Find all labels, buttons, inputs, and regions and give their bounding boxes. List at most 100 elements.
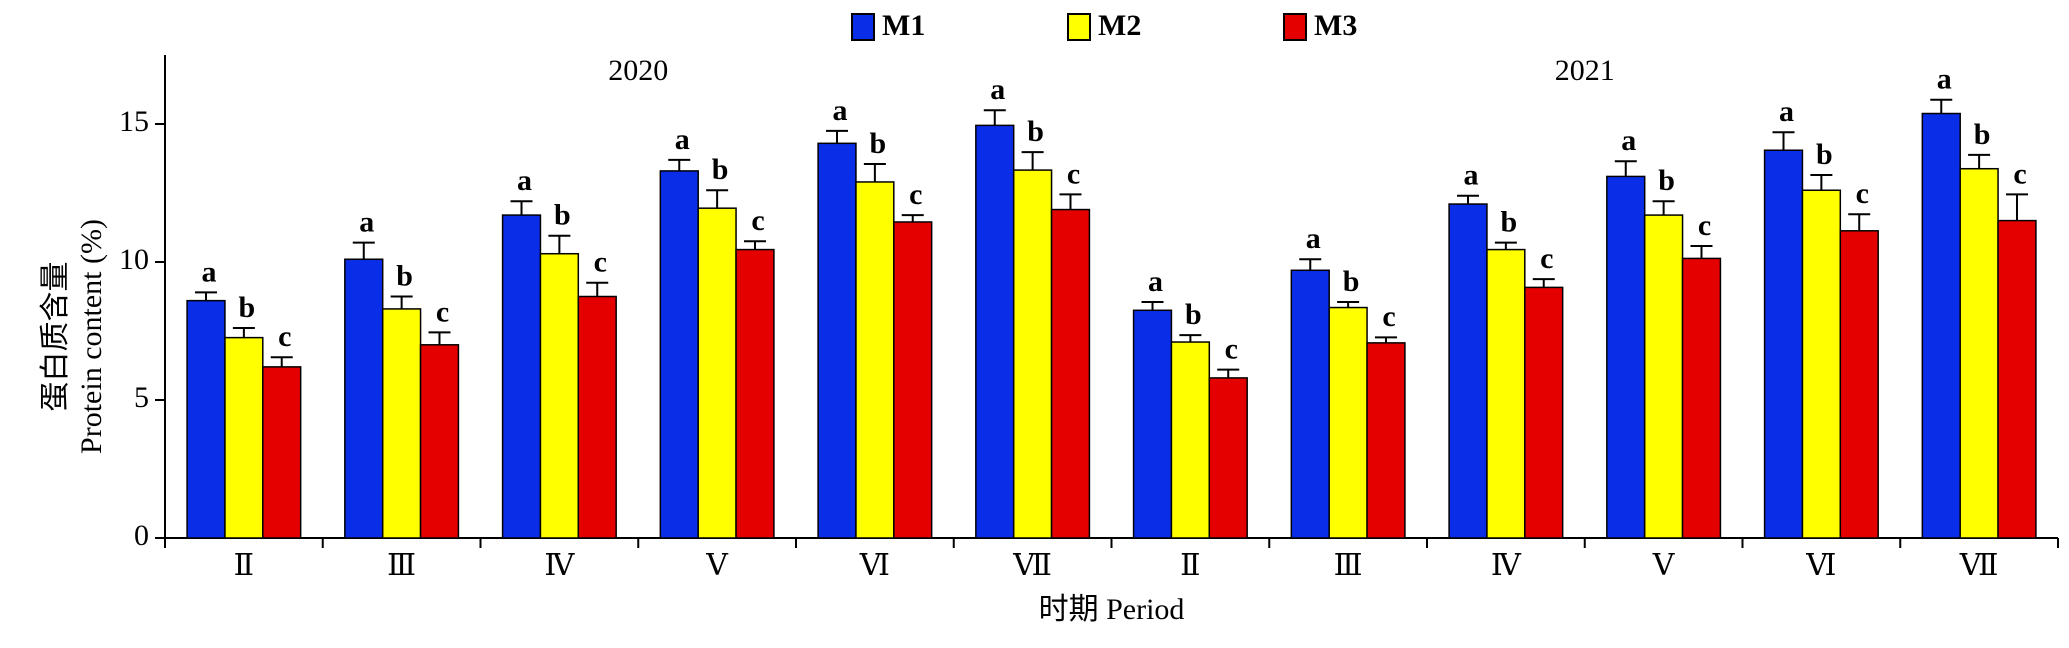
x-axis-title: 时期 Period [1039,593,1185,626]
significance-label: c [1225,333,1238,366]
bar [1328,306,1368,539]
error-bar [1690,244,1713,259]
error-bar [1217,368,1240,378]
error-bar [1652,200,1675,216]
error-bar [1457,194,1480,205]
error-bar [1614,160,1637,177]
significance-label: c [1540,242,1553,275]
error-bar [668,158,691,171]
bar [1763,149,1804,539]
bar [1921,112,1961,539]
significance-label: c [1382,300,1395,333]
bar [817,142,857,539]
error-bar [1494,241,1517,250]
bar [735,248,775,539]
significance-label: c [1856,177,1869,210]
significance-label: a [202,255,217,288]
x-tick-label: Ⅳ [1491,549,1522,582]
significance-label: a [675,123,690,156]
significance-label: b [870,127,887,160]
bar [855,181,895,539]
bar [1170,341,1211,539]
x-tick-label: Ⅶ [1012,549,1052,582]
bar [539,252,580,539]
error-bar [743,240,766,250]
bar [224,336,264,539]
error-bar [1930,98,1953,114]
significance-label: a [517,164,532,197]
bar [1801,189,1842,539]
legend-label: M3 [1314,9,1357,42]
significance-label: c [909,178,922,211]
bar [1997,219,2037,539]
y-axis-title: 蛋白质含量 [39,262,72,412]
bar [501,214,542,539]
significance-label: c [1698,209,1711,242]
error-bar [428,331,451,345]
error-bar [826,129,849,144]
error-bar [1772,131,1795,151]
bar [381,308,422,539]
significance-label: b [712,153,729,186]
bar [1366,342,1406,539]
bar [697,207,737,539]
y-tick-label: 15 [119,105,149,138]
bar [1012,169,1053,539]
significance-label: a [833,94,848,127]
x-tick-label: Ⅱ [234,549,254,582]
error-bar [1021,151,1044,171]
bar [1839,230,1879,539]
significance-label: b [1185,298,1202,331]
significance-label: c [751,204,764,237]
x-tick-label: Ⅳ [544,549,575,582]
y-tick-label: 5 [134,381,149,414]
significance-label: c [278,320,291,353]
bar [1643,214,1684,539]
error-bar [270,356,293,367]
error-bar [510,200,533,216]
x-tick-label: Ⅵ [1805,549,1836,582]
significance-label: c [594,246,607,279]
significance-label: a [1464,159,1479,192]
x-tick-label: Ⅲ [1334,549,1363,582]
bar [1959,167,1999,539]
bar [1132,309,1173,539]
legend-label: M2 [1098,9,1141,42]
error-bar [1299,258,1322,271]
significance-label: a [1306,222,1321,255]
significance-label: b [239,291,256,324]
error-bar [1532,278,1555,288]
significance-label: a [990,73,1005,106]
x-tick-label: Ⅱ [1180,549,1200,582]
error-bar [195,291,218,301]
error-bar [586,281,609,297]
significance-label: b [554,199,571,232]
error-bar [1968,153,1991,169]
bar [186,299,226,539]
legend-swatch [1283,13,1307,41]
error-bar [1059,193,1082,210]
error-bar [1179,334,1202,343]
bar [1448,203,1488,539]
error-bar [352,241,375,260]
error-bar [548,234,571,254]
x-tick-label: Ⅴ [705,549,729,582]
significance-label: b [396,259,413,292]
x-tick-label: Ⅲ [387,549,416,582]
bar [419,344,460,539]
significance-label: b [1027,115,1044,148]
bar [1681,257,1722,539]
significance-label: a [1937,63,1952,96]
significance-label: a [359,206,374,239]
error-bar [1141,301,1164,311]
error-bar [390,295,413,309]
significance-label: c [436,295,449,328]
bar [1290,269,1330,539]
bar [344,258,384,539]
bar [893,221,933,539]
significance-label: c [1067,157,1080,190]
significance-label: a [1621,124,1636,157]
error-bar [863,163,886,182]
x-tick-label: Ⅴ [1652,549,1676,582]
